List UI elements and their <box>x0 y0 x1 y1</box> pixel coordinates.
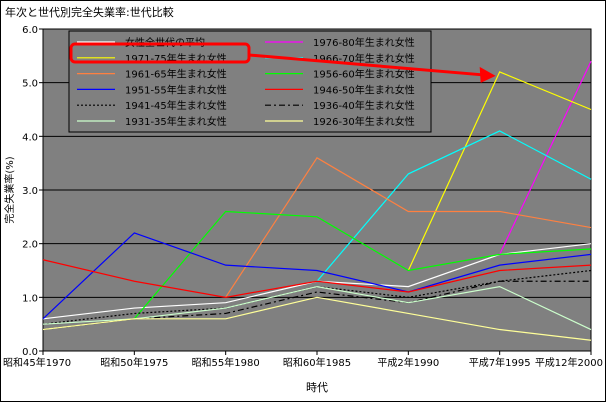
x-axis-label: 時代 <box>306 381 328 394</box>
chart-title: 年次と世代別完全失業率:世代比較 <box>5 5 174 19</box>
series-line-3 <box>316 130 592 282</box>
x-tick-label: 平成7年1995 <box>469 356 531 369</box>
highlight-box <box>69 42 251 64</box>
highlight-arrow <box>248 53 484 77</box>
highlight-callout <box>69 42 496 83</box>
series-line-1 <box>499 60 592 255</box>
series-line-11 <box>42 296 592 341</box>
legend-label: 1931-35年生まれ女性 <box>125 115 227 128</box>
x-tick-label: 平成12年2000 <box>535 356 603 369</box>
series-line-7 <box>42 259 592 298</box>
series-line-2 <box>407 71 592 271</box>
highlight-arrowhead <box>479 66 496 83</box>
legend-label: 1946-50年生まれ女性 <box>313 83 415 96</box>
legend-label: 1936-40年生まれ女性 <box>313 99 415 112</box>
y-axis-ticks: 0.0 1.0 2.0 3.0 4.0 5.0 6.0 <box>22 25 43 358</box>
series-line-6 <box>42 232 592 320</box>
legend-label: 1926-30年生まれ女性 <box>313 115 415 128</box>
y-tick-label: 1.0 <box>22 293 38 304</box>
x-tick-label: 昭和60年1985 <box>283 356 351 369</box>
series-line-9 <box>42 280 591 331</box>
x-tick-label: 昭和50年1975 <box>100 356 168 369</box>
y-tick-label: 5.0 <box>22 79 38 90</box>
x-tick-label: 昭和55年1980 <box>192 356 260 369</box>
x-axis-ticks: 昭和45年1970 昭和50年1975 昭和55年1980 昭和60年1985 平成2年… <box>3 351 603 369</box>
y-tick-label: 3.0 <box>22 186 38 197</box>
x-tick-label: 昭和45年1970 <box>3 356 71 369</box>
y-tick-label: 4.0 <box>22 132 38 143</box>
series-line-5 <box>133 210 592 320</box>
y-tick-label: 6.0 <box>22 25 38 36</box>
legend-label: 1961-65年生まれ女性 <box>125 68 227 81</box>
y-axis-label: 完全失業率(%) <box>3 156 16 223</box>
series-layer <box>42 60 592 341</box>
legend-label: 1951-55年生まれ女性 <box>125 83 227 96</box>
series-line-4 <box>225 156 592 298</box>
legend-label: 1941-45年生まれ女性 <box>125 99 227 112</box>
y-tick-label: 0.0 <box>22 347 38 358</box>
legend-label: 1956-60年生まれ女性 <box>313 68 415 81</box>
legend-label: 1976-80年生まれ女性 <box>313 36 415 49</box>
x-tick-label: 平成2年1990 <box>377 356 439 369</box>
y-tick-label: 2.0 <box>22 240 38 251</box>
